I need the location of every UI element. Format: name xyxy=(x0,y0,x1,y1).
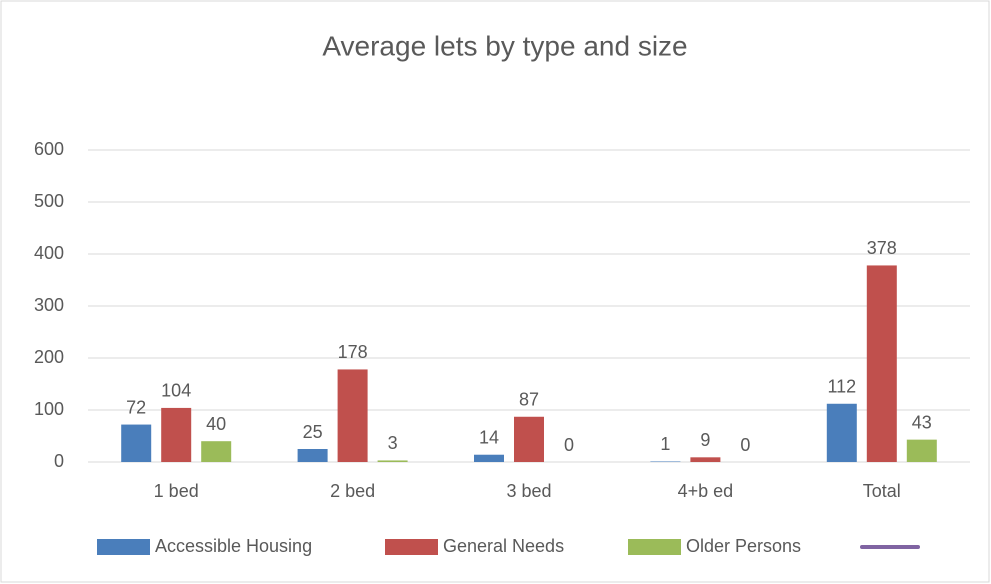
bar xyxy=(337,369,368,462)
y-tick-label: 400 xyxy=(34,243,64,263)
data-label: 43 xyxy=(912,412,932,432)
legend-label: Accessible Housing xyxy=(155,536,312,556)
bar xyxy=(121,424,152,462)
legend-swatch xyxy=(385,539,438,555)
chart-title: Average lets by type and size xyxy=(322,30,687,61)
data-label: 72 xyxy=(126,397,146,417)
data-label: 87 xyxy=(519,390,539,410)
y-tick-label: 200 xyxy=(34,347,64,367)
x-tick-label: 3 bed xyxy=(506,481,551,501)
x-tick-label: 2 bed xyxy=(330,481,375,501)
data-label: 25 xyxy=(303,422,323,442)
bar xyxy=(201,441,232,462)
y-tick-label: 600 xyxy=(34,139,64,159)
legend-label: Older Persons xyxy=(686,536,801,556)
data-label: 104 xyxy=(161,381,191,401)
x-tick-label: 1 bed xyxy=(154,481,199,501)
data-label: 40 xyxy=(206,414,226,434)
legend-swatch xyxy=(628,539,681,555)
legend-label: General Needs xyxy=(443,536,564,556)
y-tick-label: 300 xyxy=(34,295,64,315)
data-label: 3 xyxy=(388,433,398,453)
y-tick-label: 0 xyxy=(54,451,64,471)
bar xyxy=(514,416,544,462)
y-tick-label: 100 xyxy=(34,399,64,419)
data-label: 0 xyxy=(740,435,750,455)
bar xyxy=(826,403,857,462)
data-label: 178 xyxy=(338,342,368,362)
bar xyxy=(866,265,897,462)
legend-swatch xyxy=(97,539,150,555)
bar xyxy=(377,460,408,462)
data-label: 0 xyxy=(564,435,574,455)
data-label: 112 xyxy=(827,377,856,397)
bar xyxy=(297,449,328,462)
bar xyxy=(161,407,192,462)
data-label: 14 xyxy=(479,427,499,447)
x-tick-label: Total xyxy=(863,481,901,501)
bar xyxy=(906,439,937,462)
data-label: 378 xyxy=(867,238,897,258)
bar xyxy=(690,457,721,462)
data-label: 9 xyxy=(700,430,710,450)
y-tick-label: 500 xyxy=(34,191,64,211)
data-label: 1 xyxy=(660,434,670,454)
bar xyxy=(650,461,681,462)
bar xyxy=(474,454,504,462)
x-tick-label: 4+b ed xyxy=(678,481,734,501)
